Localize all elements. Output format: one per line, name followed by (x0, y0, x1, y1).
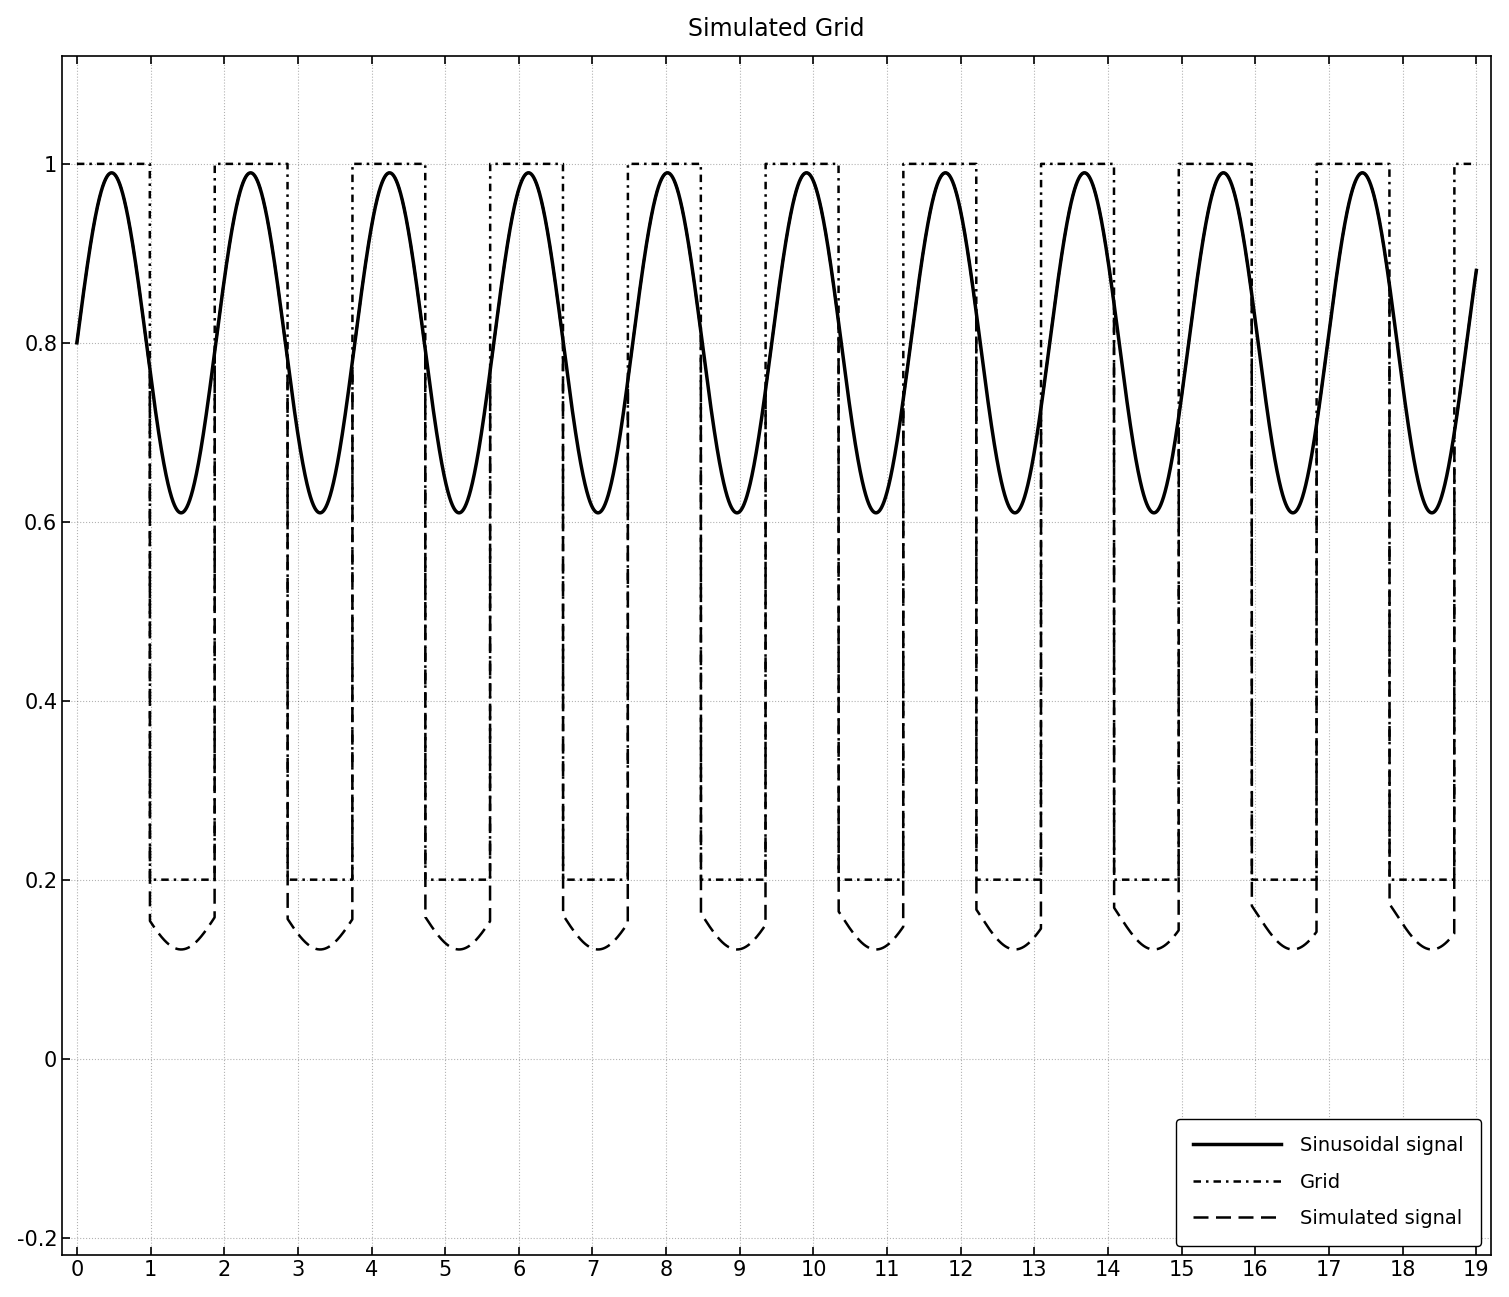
Grid (152, 872, 171, 887)
Line: Sinusoidal signal: Sinusoidal signal (77, 173, 1476, 512)
Grid (74, 156, 92, 171)
Simulated signal (125, 250, 143, 266)
Grid (751, 872, 770, 887)
Grid (1393, 872, 1411, 887)
Sinusoidal signal (751, 415, 770, 431)
Simulated signal (1423, 942, 1441, 957)
Grid (125, 156, 143, 171)
Simulated signal (68, 335, 86, 350)
Sinusoidal signal (151, 437, 169, 453)
Sinusoidal signal (797, 165, 815, 180)
Simulated signal (1467, 263, 1485, 279)
Simulated signal (343, 913, 361, 929)
Simulated signal (151, 929, 169, 944)
Grid (140, 872, 158, 887)
Line: Grid: Grid (77, 163, 1476, 879)
Simulated signal (797, 165, 815, 180)
Grid (68, 156, 86, 171)
Legend: Sinusoidal signal, Grid, Simulated signal: Sinusoidal signal, Grid, Simulated signa… (1176, 1119, 1482, 1245)
Grid (343, 872, 361, 887)
Grid (1467, 156, 1485, 171)
Title: Simulated Grid: Simulated Grid (688, 17, 865, 40)
Sinusoidal signal (125, 250, 143, 266)
Sinusoidal signal (68, 335, 86, 350)
Line: Simulated signal: Simulated signal (77, 173, 1476, 949)
Sinusoidal signal (1393, 375, 1411, 390)
Sinusoidal signal (343, 363, 361, 379)
Sinusoidal signal (74, 287, 92, 302)
Sinusoidal signal (1423, 505, 1441, 520)
Sinusoidal signal (1467, 263, 1485, 279)
Simulated signal (74, 287, 92, 302)
Simulated signal (751, 923, 770, 939)
Simulated signal (1393, 916, 1411, 931)
